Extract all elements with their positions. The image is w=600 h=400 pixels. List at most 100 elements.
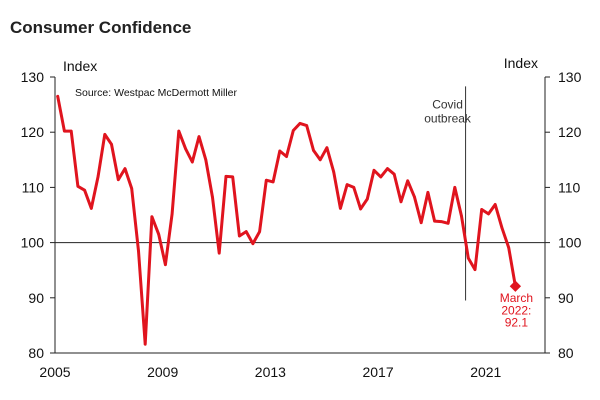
right-y-tick-label: 130 [558, 69, 582, 85]
data-point [123, 167, 127, 170]
data-point [69, 129, 73, 133]
right-axis-label: Index [504, 55, 538, 71]
data-point [399, 200, 403, 204]
x-ticks: 2005 2009 2013 2017 2021 [39, 364, 501, 380]
data-point [197, 135, 201, 138]
data-point [137, 249, 140, 253]
data-point [285, 155, 288, 158]
right-y-ticks: 130 120 110 100 90 80 [558, 69, 582, 361]
data-point [493, 203, 497, 206]
data-point [332, 170, 335, 174]
data-point [231, 175, 234, 179]
data-point [466, 256, 470, 260]
left-y-tick-label: 110 [22, 179, 45, 195]
data-point [103, 133, 107, 136]
data-point [406, 179, 409, 183]
data-point [359, 207, 362, 211]
data-point [90, 207, 93, 210]
left-y-tick-label: 80 [28, 345, 44, 361]
data-point [433, 219, 436, 223]
data-point [278, 149, 282, 153]
data-point [157, 233, 160, 236]
grid-layer [50, 76, 550, 354]
data-point [291, 129, 295, 132]
data-point [258, 230, 261, 233]
data-point [507, 246, 510, 249]
data-point [238, 234, 241, 238]
data-point [386, 167, 389, 170]
left-y-tick-label: 120 [21, 124, 45, 140]
data-point [96, 175, 100, 178]
covid-label: Covid [432, 97, 463, 111]
left-y-tick-label: 90 [28, 290, 44, 306]
data-point [143, 342, 147, 346]
right-y-tick-label: 80 [558, 345, 574, 361]
data-point [217, 251, 221, 255]
x-tick-label: 2021 [470, 364, 501, 380]
left-y-tick-label: 130 [21, 69, 45, 85]
data-point [440, 220, 443, 223]
data-point [312, 149, 315, 152]
data-point [56, 95, 59, 98]
data-point [345, 183, 349, 186]
x-tick-label: 2009 [147, 364, 178, 380]
x-tick-label: 2013 [255, 364, 286, 380]
data-point [150, 215, 154, 218]
series-line-consumer-confidence [56, 94, 517, 346]
chart-title: Consumer Confidence [10, 18, 191, 37]
source-note: Source: Westpac McDermott Miller [75, 87, 238, 99]
data-point [251, 242, 255, 246]
data-point [318, 158, 322, 162]
data-point [110, 143, 113, 146]
right-y-tick-label: 100 [558, 235, 582, 251]
data-point [244, 230, 248, 233]
left-axis-label: Index [63, 58, 97, 74]
data-point [130, 187, 134, 190]
data-point [204, 158, 208, 162]
data-point [500, 226, 504, 229]
data-point [372, 168, 376, 172]
last-point-marker [509, 280, 522, 292]
data-point [76, 184, 80, 188]
data-point [426, 191, 430, 194]
last-point-label: March [500, 291, 533, 305]
data-points [56, 95, 517, 346]
covid-label: outbreak [424, 111, 472, 125]
data-point [170, 212, 174, 216]
data-point [271, 180, 275, 184]
data-point [298, 122, 302, 125]
data-point [177, 129, 181, 133]
x-tick-label: 2005 [39, 364, 70, 380]
data-point [63, 129, 66, 133]
data-point [184, 147, 187, 151]
data-point [265, 178, 268, 182]
data-point [164, 263, 167, 266]
last-point-label: 2022: [501, 303, 531, 317]
data-point [83, 188, 86, 192]
left-y-ticks: 130 120 110 100 90 80 [21, 69, 45, 361]
data-point [453, 186, 457, 189]
data-point [224, 175, 228, 178]
right-y-tick-label: 90 [558, 290, 574, 306]
data-point [339, 207, 342, 210]
data-point [487, 212, 490, 216]
data-point [419, 221, 423, 225]
right-y-tick-label: 120 [558, 124, 582, 140]
left-y-tick-label: 100 [21, 235, 45, 251]
right-y-tick-label: 110 [558, 179, 581, 195]
data-point [379, 175, 383, 179]
data-point [413, 195, 416, 199]
data-point [211, 196, 214, 199]
x-tick-label: 2017 [362, 364, 393, 380]
data-point [392, 172, 396, 176]
data-point [305, 124, 309, 127]
data-point [352, 186, 356, 189]
data-point [446, 221, 450, 225]
data-point [366, 197, 369, 201]
data-point [325, 146, 329, 149]
data-point [473, 268, 477, 271]
data-point [116, 178, 120, 181]
data-point [191, 160, 194, 164]
data-point [480, 208, 484, 211]
